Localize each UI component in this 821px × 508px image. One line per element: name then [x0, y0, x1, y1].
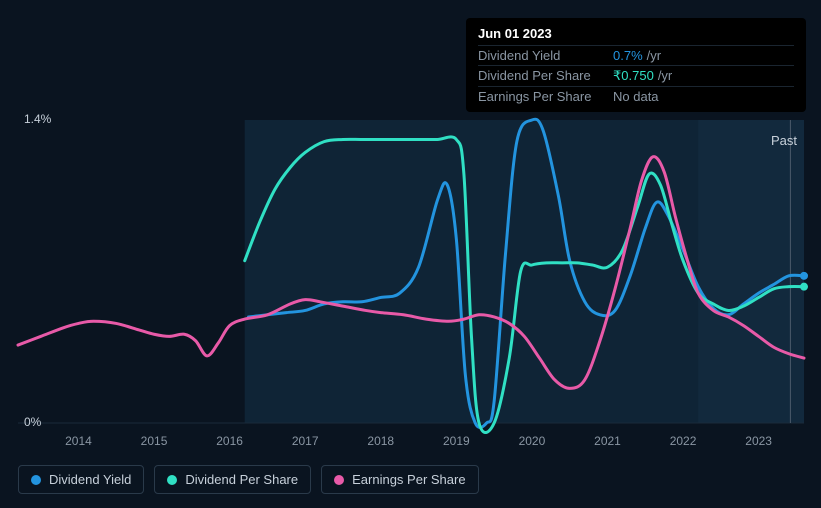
tooltip-suffix: /yr	[658, 68, 672, 84]
x-axis-tick: 2021	[594, 434, 621, 448]
legend-item-yield[interactable]: Dividend Yield	[18, 465, 144, 494]
x-axis-tick: 2020	[519, 434, 546, 448]
tooltip-value: ₹0.750	[613, 68, 654, 84]
x-axis-tick: 2015	[141, 434, 168, 448]
tooltip-label: Dividend Yield	[478, 48, 613, 63]
legend-label: Earnings Per Share	[352, 472, 465, 487]
tooltip-value: 0.7%	[613, 48, 643, 63]
tooltip-label: Dividend Per Share	[478, 68, 613, 84]
tooltip-date: Jun 01 2023	[478, 26, 794, 45]
chart-legend: Dividend Yield Dividend Per Share Earnin…	[18, 465, 479, 494]
x-axis-tick: 2017	[292, 434, 319, 448]
legend-label: Dividend Yield	[49, 472, 131, 487]
legend-item-eps[interactable]: Earnings Per Share	[321, 465, 478, 494]
legend-item-dps[interactable]: Dividend Per Share	[154, 465, 311, 494]
chart-tooltip: Jun 01 2023 Dividend Yield 0.7% /yr Divi…	[466, 18, 806, 112]
tooltip-row-eps: Earnings Per Share No data	[478, 86, 794, 106]
x-axis-tick: 2016	[216, 434, 243, 448]
x-axis-tick: 2018	[367, 434, 394, 448]
y-axis-tick: 1.4%	[24, 112, 51, 126]
x-axis-tick: 2019	[443, 434, 470, 448]
tooltip-suffix: /yr	[647, 48, 661, 63]
x-axis-tick: 2014	[65, 434, 92, 448]
legend-label: Dividend Per Share	[185, 472, 298, 487]
y-axis-tick: 0%	[24, 415, 41, 429]
tooltip-row-dps: Dividend Per Share ₹0.750 /yr	[478, 65, 794, 86]
tooltip-label: Earnings Per Share	[478, 89, 613, 104]
x-axis-tick: 2023	[745, 434, 772, 448]
tooltip-value: No data	[613, 89, 659, 104]
dividend-chart: Jun 01 2023 Dividend Yield 0.7% /yr Divi…	[0, 0, 821, 508]
legend-dot	[31, 475, 41, 485]
legend-dot	[167, 475, 177, 485]
x-axis-tick: 2022	[670, 434, 697, 448]
past-label: Past	[771, 133, 797, 148]
tooltip-row-yield: Dividend Yield 0.7% /yr	[478, 45, 794, 65]
legend-dot	[334, 475, 344, 485]
